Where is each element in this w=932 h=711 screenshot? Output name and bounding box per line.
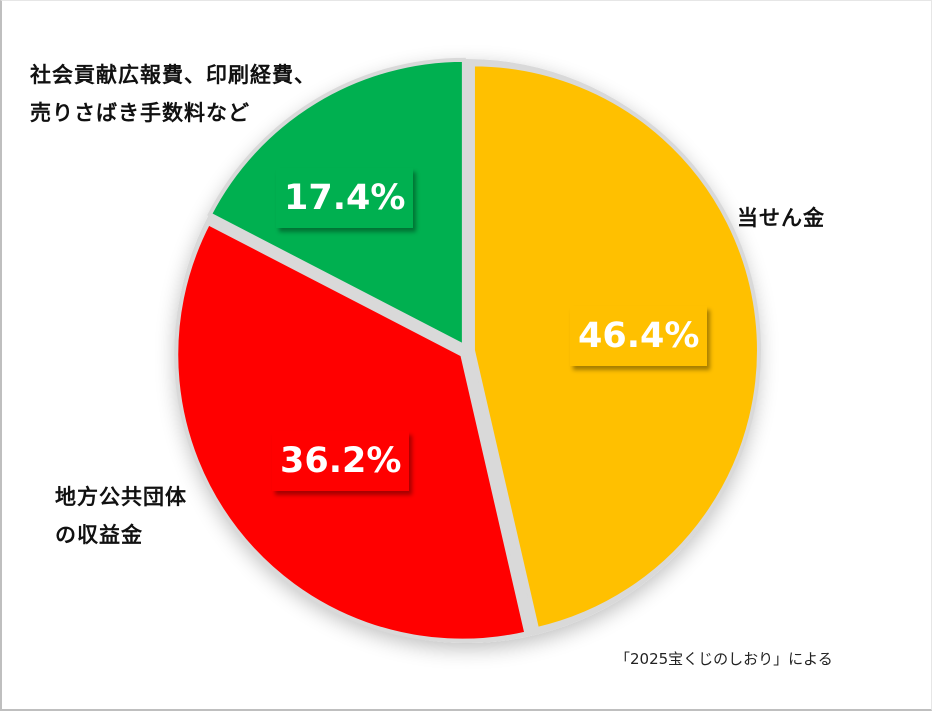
label-local-gov: 地方公共団体 の収益金: [55, 478, 187, 554]
label-local-gov-line1: 地方公共団体: [55, 485, 187, 509]
source-note: 「2025宝くじのしおり」による: [615, 650, 833, 668]
label-prize-text: 当せん金: [737, 206, 825, 230]
label-other: 社会貢献広報費、印刷経費、 売りさばき手数料など: [30, 56, 316, 132]
label-local-gov-line2: の収益金: [55, 523, 143, 547]
label-prize: 当せん金: [737, 199, 825, 237]
label-other-line1: 社会貢献広報費、印刷経費、: [30, 63, 316, 87]
pct-label-other: 17.4%: [276, 168, 414, 228]
label-other-line2: 売りさばき手数料など: [30, 101, 250, 125]
pct-label-prize: 46.4%: [570, 306, 708, 366]
pct-label-local-gov: 36.2%: [272, 431, 410, 491]
